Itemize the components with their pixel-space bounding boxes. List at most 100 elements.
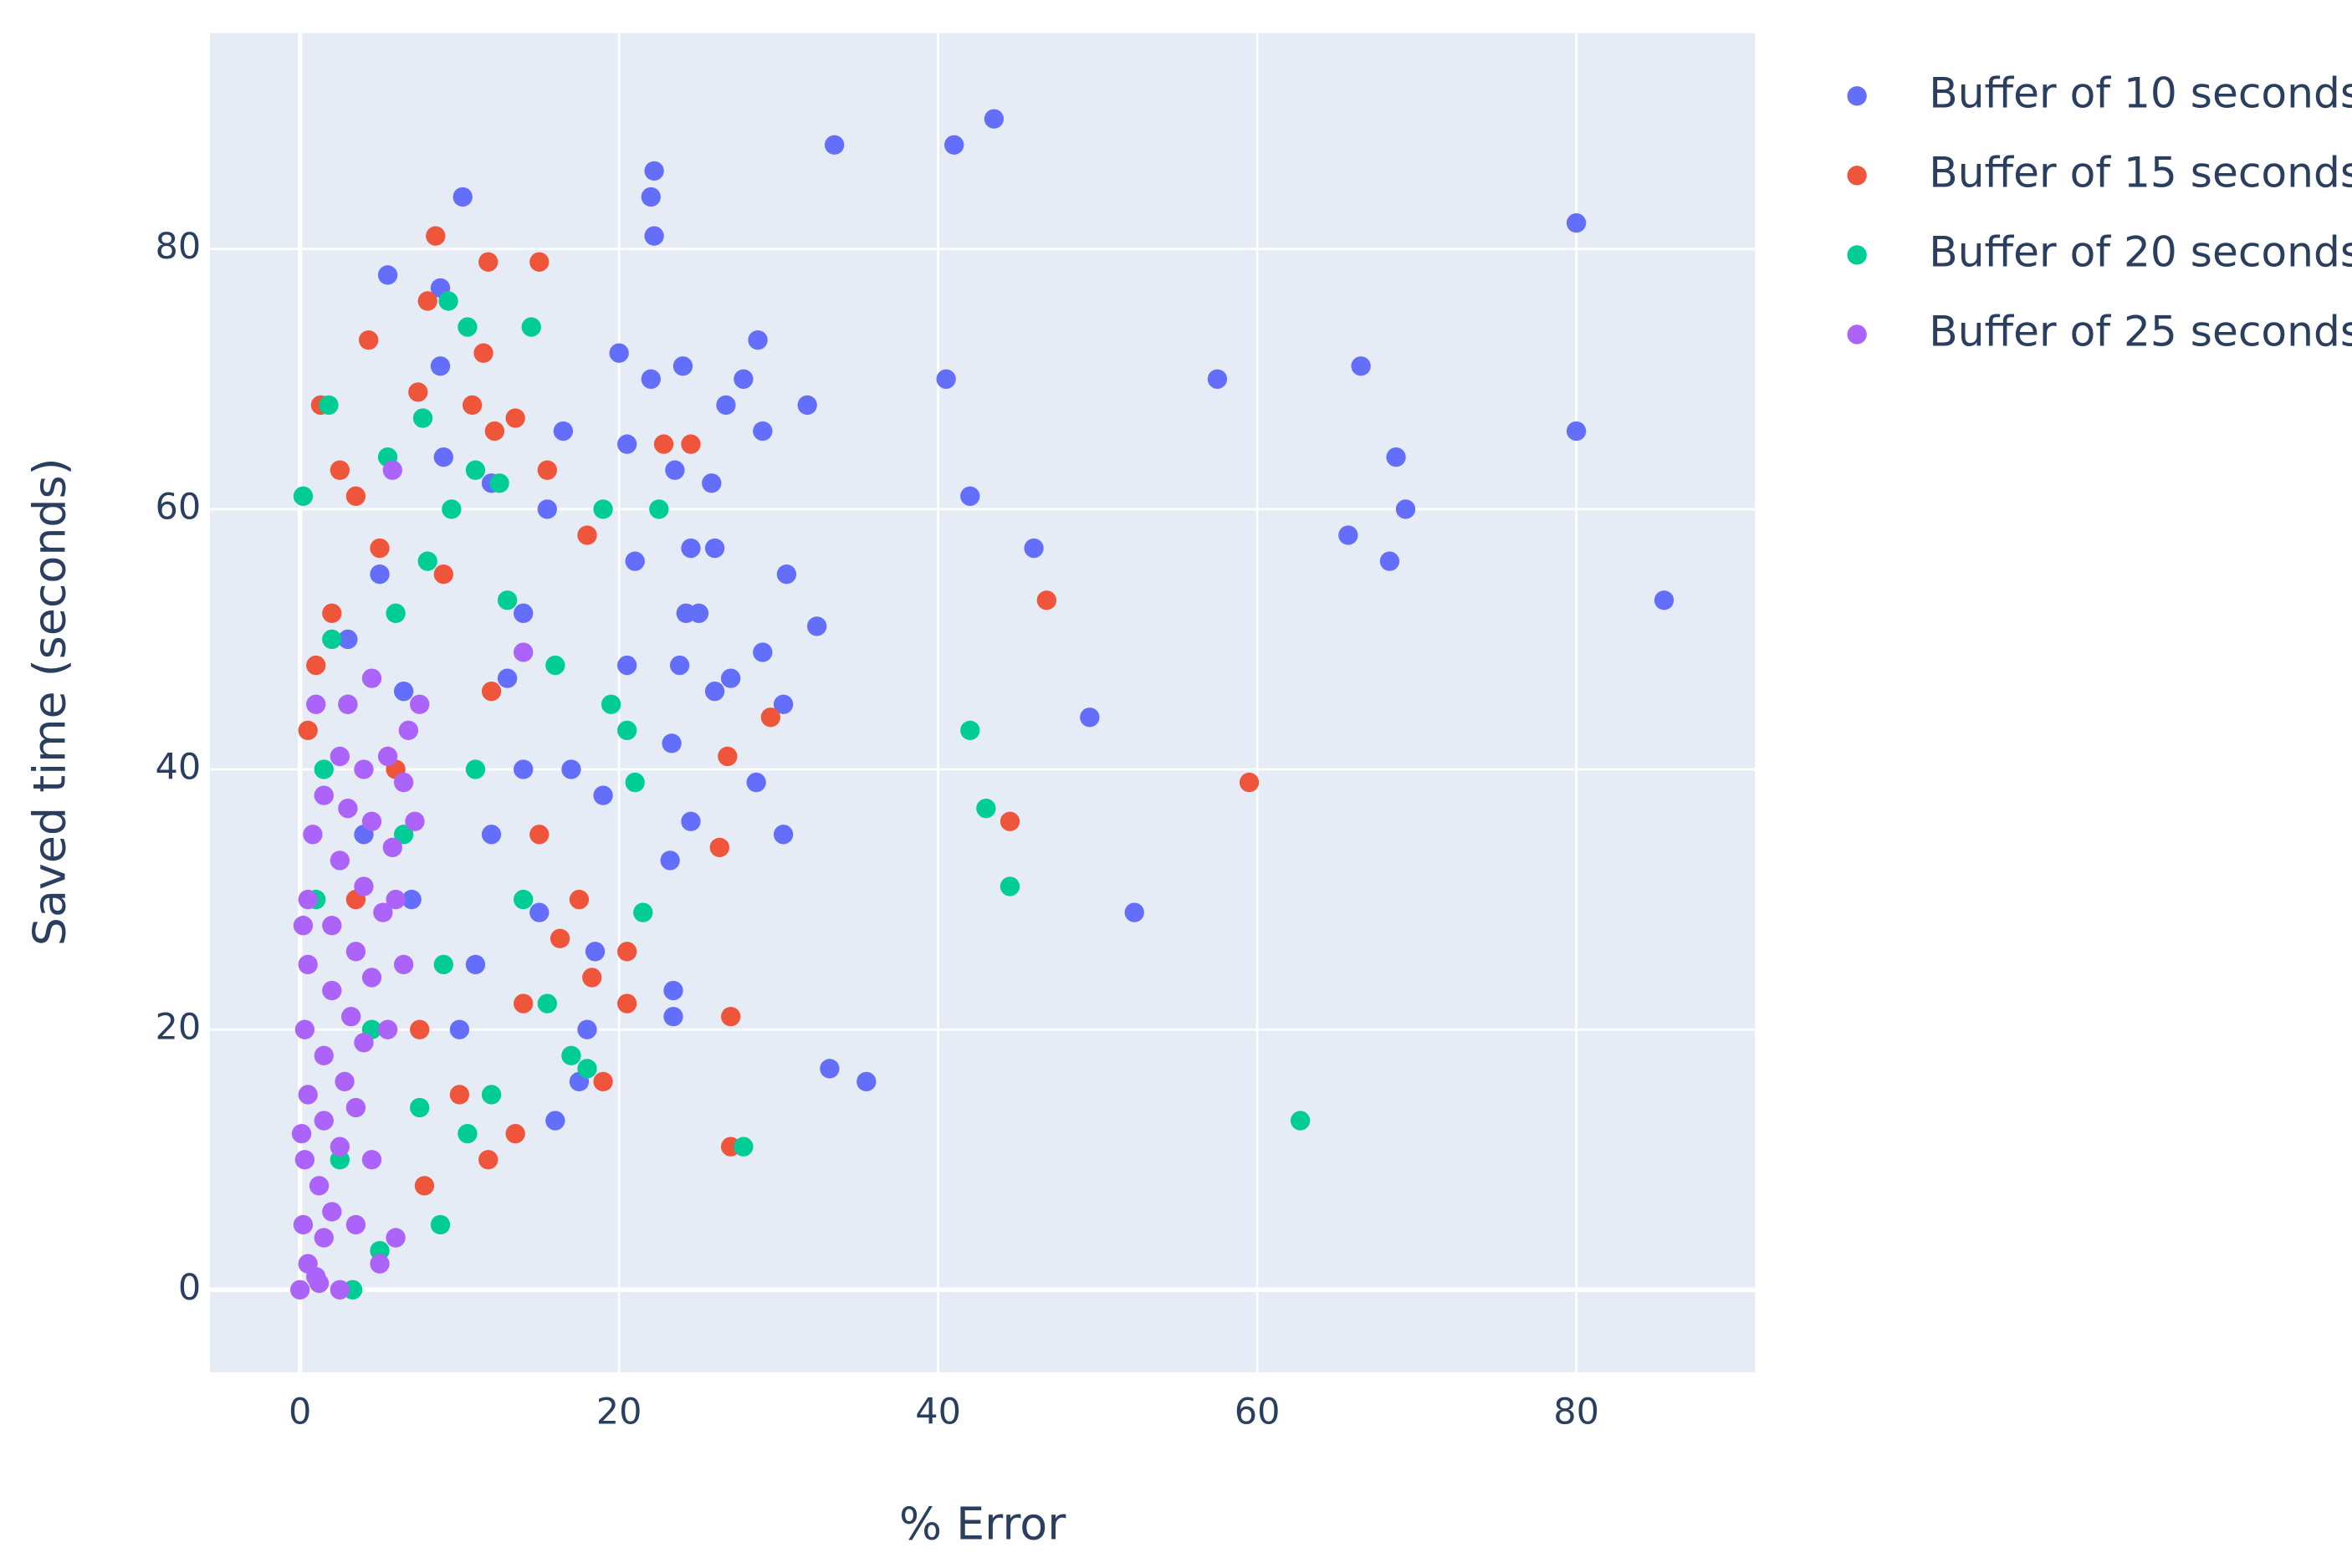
point	[408, 382, 428, 402]
point	[593, 785, 613, 805]
point	[609, 343, 629, 363]
point	[625, 772, 645, 793]
x-tick-label: 40	[915, 1392, 961, 1433]
point	[753, 642, 773, 662]
point	[681, 434, 701, 454]
point	[537, 460, 557, 480]
point	[338, 629, 358, 650]
point	[458, 317, 478, 337]
point	[306, 655, 326, 676]
point	[644, 226, 664, 246]
point	[433, 954, 453, 975]
legend-marker	[1847, 166, 1867, 186]
point	[377, 1019, 398, 1039]
point	[322, 603, 342, 623]
point	[398, 720, 419, 741]
point	[653, 434, 674, 454]
point	[709, 837, 729, 858]
point	[514, 603, 534, 623]
point	[433, 447, 453, 467]
point	[1036, 590, 1056, 610]
point	[746, 772, 766, 793]
point	[582, 968, 602, 988]
point	[382, 460, 402, 480]
point	[617, 942, 637, 962]
point	[430, 356, 451, 376]
point	[462, 395, 483, 416]
point	[561, 759, 581, 779]
point	[481, 1085, 502, 1105]
point	[361, 1150, 382, 1170]
point	[426, 226, 446, 246]
point	[1024, 538, 1044, 559]
point	[820, 1059, 840, 1079]
point	[330, 850, 350, 871]
point	[514, 759, 534, 779]
y-tick-label: 0	[178, 1267, 201, 1309]
point	[663, 980, 683, 1001]
point	[545, 655, 565, 676]
point	[322, 980, 342, 1001]
point	[410, 1097, 430, 1118]
point	[291, 1123, 312, 1144]
legend-marker	[1847, 245, 1867, 265]
point	[497, 668, 518, 688]
point	[1338, 525, 1358, 545]
point	[521, 317, 541, 337]
point	[373, 902, 393, 922]
point	[585, 942, 606, 962]
point	[807, 616, 827, 636]
point	[824, 135, 845, 155]
point	[704, 538, 725, 559]
series	[338, 109, 1675, 1131]
point	[593, 499, 613, 519]
point	[438, 291, 458, 311]
point	[417, 291, 437, 311]
point	[393, 682, 414, 702]
point	[529, 825, 550, 845]
point	[1386, 447, 1406, 467]
point	[412, 408, 433, 428]
point	[414, 1176, 435, 1196]
point	[505, 408, 525, 428]
point	[960, 720, 980, 741]
point	[617, 720, 637, 741]
point	[489, 473, 509, 493]
point	[294, 1150, 315, 1170]
point	[773, 825, 794, 845]
legend-label: Buffer of 20 seconds	[1929, 227, 2352, 276]
point	[625, 551, 645, 571]
point	[662, 733, 682, 753]
point	[361, 668, 382, 688]
point	[330, 1279, 350, 1300]
point	[734, 369, 754, 389]
y-tick-label: 20	[156, 1007, 202, 1049]
point	[665, 460, 685, 480]
point	[478, 1150, 499, 1170]
x-tick-label: 60	[1235, 1392, 1281, 1433]
point	[537, 499, 557, 519]
point	[401, 889, 422, 910]
point	[478, 252, 499, 272]
point	[1239, 772, 1260, 793]
point	[345, 942, 366, 962]
point	[641, 186, 661, 207]
point	[382, 837, 402, 858]
point	[718, 746, 738, 767]
point	[1379, 551, 1400, 571]
point	[561, 1045, 581, 1065]
point	[458, 1123, 478, 1144]
point	[345, 486, 366, 506]
point	[294, 1019, 315, 1039]
point	[593, 1071, 613, 1092]
series	[289, 460, 534, 1300]
point	[1395, 499, 1416, 519]
point	[393, 954, 414, 975]
point	[322, 916, 342, 936]
point	[298, 1085, 318, 1105]
point	[936, 369, 956, 389]
point	[617, 655, 637, 676]
point	[314, 1111, 334, 1131]
